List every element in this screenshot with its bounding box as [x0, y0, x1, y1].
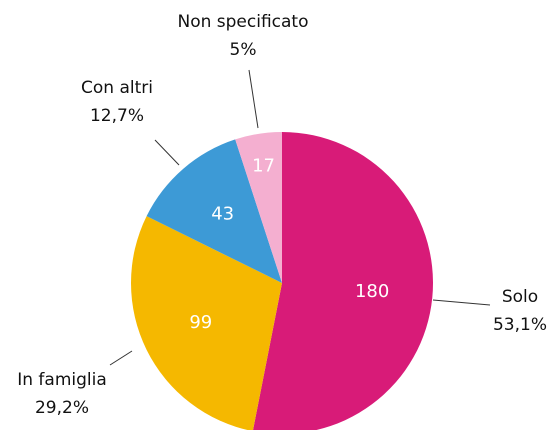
- category-label: Non specificato: [177, 12, 308, 32]
- leader-line: [248, 69, 259, 129]
- leader-line: [432, 299, 491, 306]
- pie-slice: [146, 139, 282, 283]
- slice-value-label: 17: [252, 156, 275, 177]
- leader-line: [154, 139, 180, 166]
- percentage-label: 53,1%: [493, 315, 547, 335]
- leader-line: [109, 350, 133, 366]
- pie-slice: [235, 132, 282, 283]
- pie-slice: [253, 132, 433, 430]
- slice-value-label: 180: [355, 281, 389, 302]
- pie-slice: [130, 216, 282, 430]
- category-label: Solo: [502, 287, 538, 307]
- category-label: In famiglia: [17, 370, 107, 390]
- percentage-label: 12,7%: [90, 106, 144, 126]
- percentage-label: 5%: [230, 40, 257, 60]
- slice-value-label: 43: [211, 204, 234, 225]
- category-label: Con altri: [81, 78, 153, 98]
- slice-value-label: 99: [189, 312, 212, 333]
- percentage-label: 29,2%: [35, 398, 89, 418]
